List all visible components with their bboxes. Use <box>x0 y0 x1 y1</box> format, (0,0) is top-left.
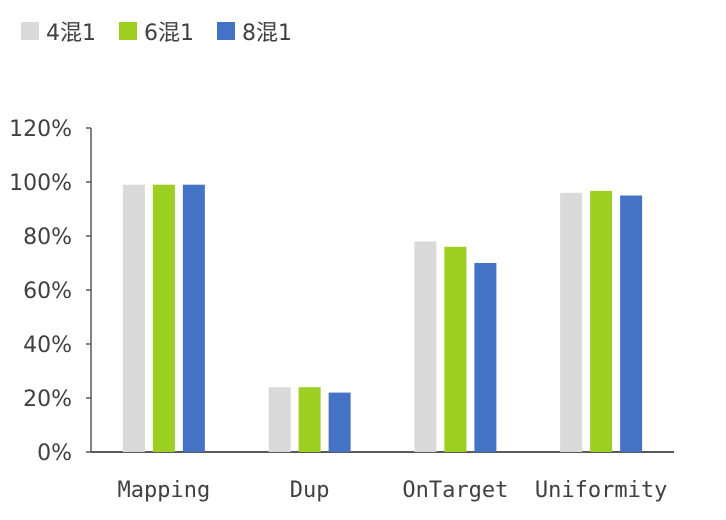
y-tick-label: 20% <box>23 387 72 412</box>
bar-ontarget-2 <box>474 263 497 452</box>
bar-uniformity-1 <box>590 190 613 452</box>
x-tick-label: Mapping <box>118 478 211 503</box>
y-tick-label: 40% <box>23 333 72 358</box>
legend-label: 4混1 <box>46 21 96 46</box>
bar-dup-1 <box>298 387 321 452</box>
legend-label: 6混1 <box>144 21 194 46</box>
bar-uniformity-2 <box>620 195 643 452</box>
bar-dup-0 <box>268 387 291 452</box>
y-tick-label: 60% <box>23 279 72 304</box>
legend-swatch <box>21 22 39 40</box>
bar-dup-2 <box>328 392 351 452</box>
y-tick-label: 120% <box>9 117 72 142</box>
y-tick-label: 0% <box>37 441 72 466</box>
bar-mapping-0 <box>122 184 145 452</box>
legend-swatch <box>119 22 137 40</box>
y-tick-label: 80% <box>23 225 72 250</box>
bar-uniformity-0 <box>560 192 583 453</box>
x-tick-label: OnTarget <box>402 478 508 503</box>
bar-mapping-1 <box>152 184 175 452</box>
legend-label: 8混1 <box>242 21 292 46</box>
bar-ontarget-0 <box>414 241 437 452</box>
y-tick-label: 100% <box>9 171 72 196</box>
bar-ontarget-1 <box>444 246 467 452</box>
bar-mapping-2 <box>182 184 205 452</box>
x-tick-label: Dup <box>290 478 330 503</box>
legend-swatch <box>217 22 235 40</box>
x-tick-label: Uniformity <box>535 478 667 503</box>
